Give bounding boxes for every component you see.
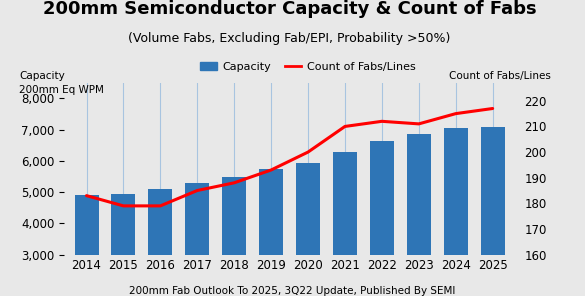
Text: Count of Fabs/Lines: Count of Fabs/Lines bbox=[449, 71, 551, 81]
Bar bbox=[259, 169, 283, 296]
Bar bbox=[444, 128, 468, 296]
Legend: Capacity, Count of Fabs/Lines: Capacity, Count of Fabs/Lines bbox=[196, 57, 420, 76]
Text: 200mm Semiconductor Capacity & Count of Fabs: 200mm Semiconductor Capacity & Count of … bbox=[43, 0, 536, 18]
Text: 200mm Fab Outlook To 2025, 3Q22 Update, Published By SEMI: 200mm Fab Outlook To 2025, 3Q22 Update, … bbox=[129, 286, 456, 296]
Bar bbox=[74, 195, 98, 296]
Bar bbox=[370, 141, 394, 296]
Text: (Volume Fabs, Excluding Fab/EPI, Probability >50%): (Volume Fabs, Excluding Fab/EPI, Probabi… bbox=[128, 32, 451, 45]
Bar bbox=[185, 184, 209, 296]
Bar bbox=[407, 134, 431, 296]
Bar bbox=[481, 127, 505, 296]
Bar bbox=[222, 176, 246, 296]
Bar bbox=[296, 163, 320, 296]
Bar bbox=[149, 189, 173, 296]
Text: Capacity: Capacity bbox=[19, 71, 65, 81]
Text: 200mm Eq WPM: 200mm Eq WPM bbox=[19, 85, 104, 95]
Bar bbox=[333, 152, 357, 296]
Bar bbox=[111, 194, 135, 296]
